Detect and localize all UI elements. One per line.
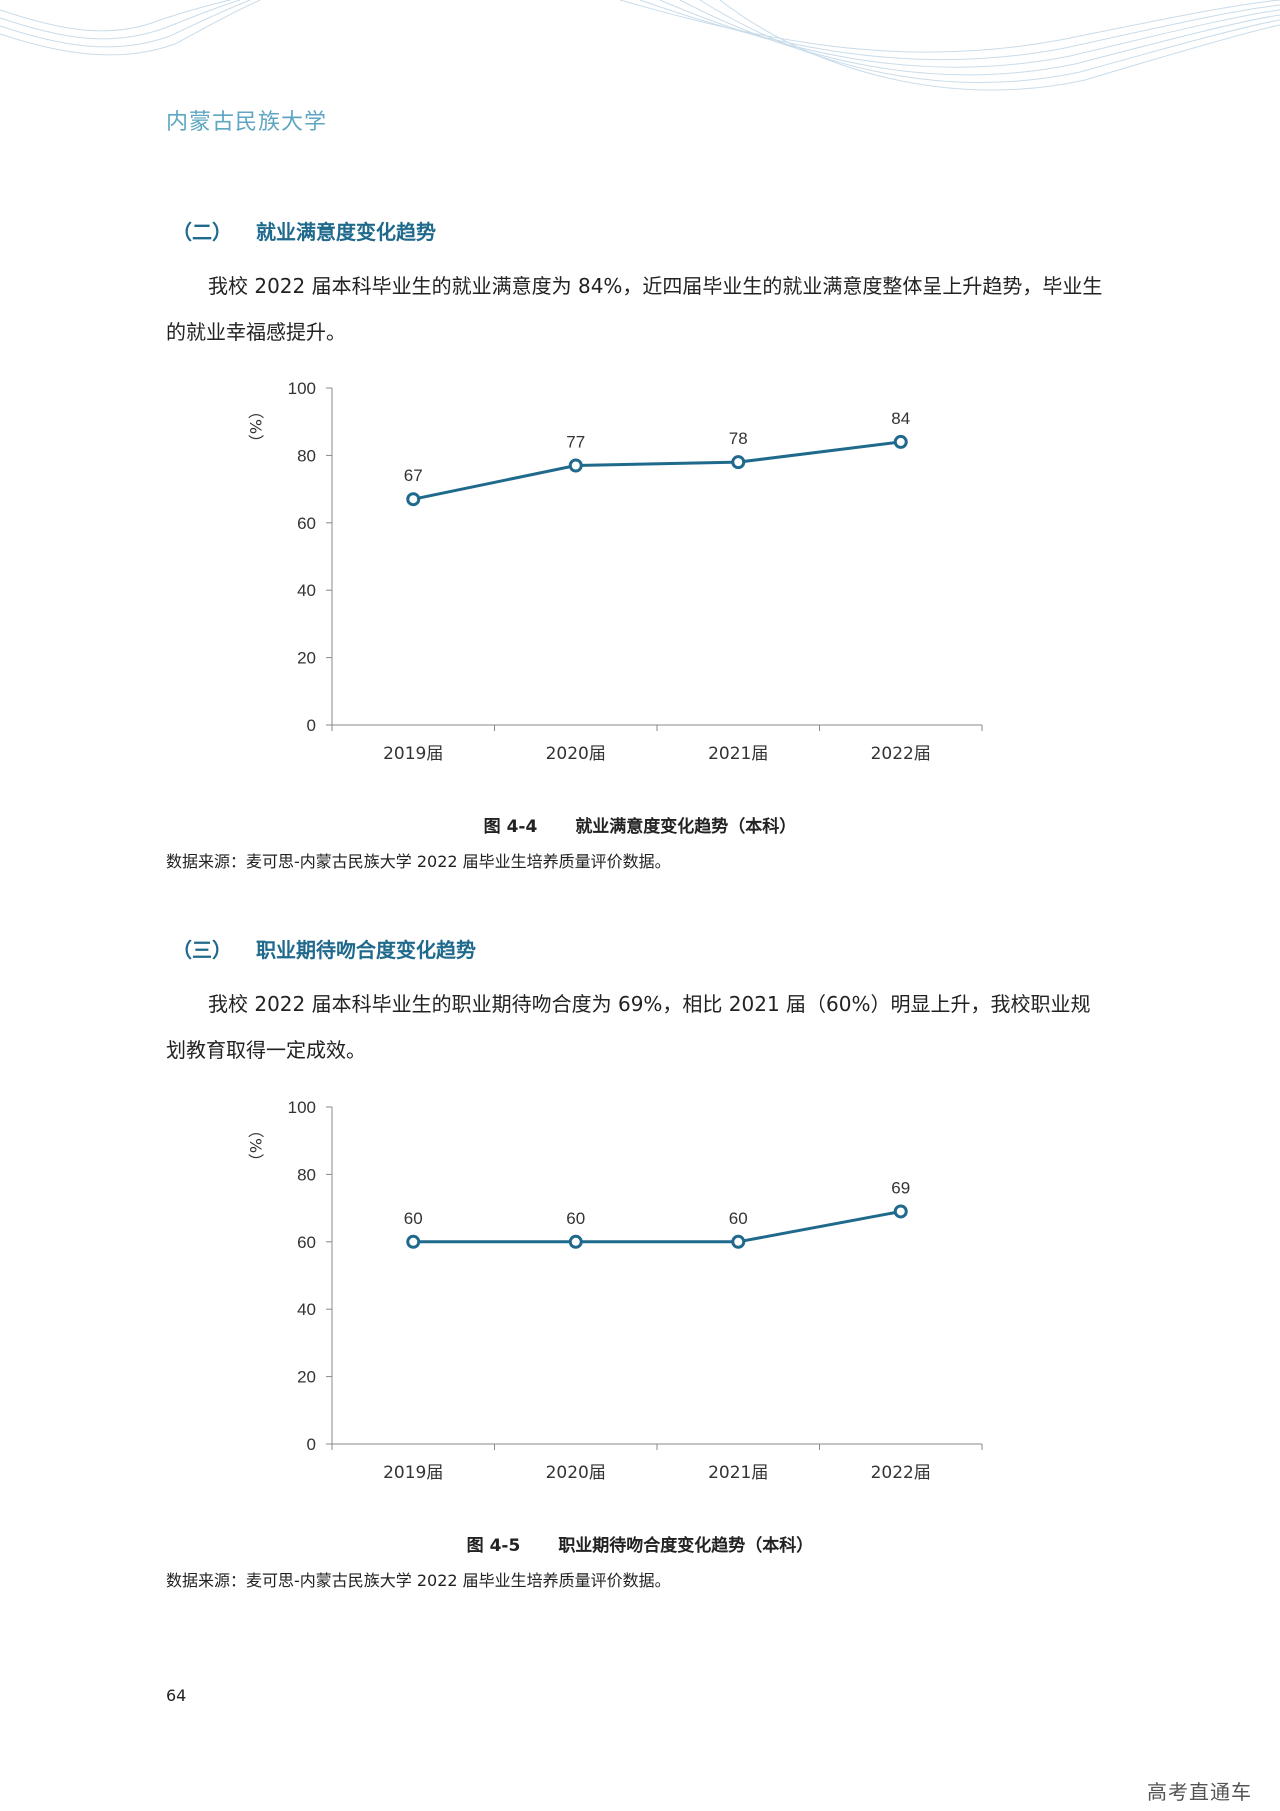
data-point <box>893 1204 908 1219</box>
data-point <box>893 434 908 449</box>
y-tick-label: 40 <box>297 1300 316 1319</box>
y-tick-label: 40 <box>297 581 316 600</box>
chart-svg: 0 20 40 60 80 100 （%） 2019届 2020届 2021届 2022届 67 77 7… <box>246 379 983 764</box>
data-point <box>406 1234 421 1249</box>
data-source-note: 数据来源：麦可思-内蒙古民族大学 2022 届毕业生培养质量评价数据。 <box>166 1571 671 1590</box>
data-point <box>568 1234 583 1249</box>
section-title: 就业满意度变化趋势 <box>256 220 436 244</box>
x-tick-label: 2019届 <box>383 744 443 764</box>
data-point <box>568 458 583 473</box>
section-number: （三） <box>172 938 232 962</box>
x-tick-label: 2021届 <box>708 1463 768 1483</box>
x-tick-label: 2022届 <box>871 1463 931 1483</box>
x-tick-label: 2021届 <box>708 744 768 764</box>
y-tick-label: 0 <box>307 716 316 735</box>
section-title: 职业期待吻合度变化趋势 <box>256 938 476 962</box>
data-label: 69 <box>891 1178 910 1197</box>
y-tick-label: 60 <box>297 1233 316 1252</box>
section-paragraph: 我校 2022 届本科毕业生的就业满意度为 84%，近四届毕业生的就业满意度整体… <box>166 274 1103 344</box>
figure-caption: 图 4-5 职业期待吻合度变化趋势（本科） <box>0 1531 1280 1556</box>
figure-number: 图 4-5 <box>466 1536 521 1556</box>
section-heading-3: （三） 职业期待吻合度变化趋势 <box>172 934 476 963</box>
figure-number: 图 4-4 <box>483 817 538 837</box>
y-tick-label: 0 <box>307 1435 316 1454</box>
x-tick-label: 2022届 <box>871 744 931 764</box>
y-tick-label: 20 <box>297 1368 316 1387</box>
line-chart-career-match: 0 20 40 60 80 100 （%） 2019届 2020届 2021届 2022届 60 60 6… <box>220 1092 1000 1492</box>
data-source-note: 数据来源：麦可思-内蒙古民族大学 2022 届毕业生培养质量评价数据。 <box>166 852 671 871</box>
y-tick-label: 60 <box>297 514 316 533</box>
y-tick-label: 80 <box>297 1165 316 1184</box>
y-tick-label: 100 <box>288 379 316 398</box>
data-point <box>731 455 746 470</box>
x-tick-label: 2020届 <box>546 1463 606 1483</box>
data-label: 77 <box>566 433 585 452</box>
header-wave-decoration <box>0 0 1280 91</box>
series-line <box>412 440 901 501</box>
figure-title: 职业期待吻合度变化趋势（本科） <box>558 1536 814 1556</box>
figure-caption: 图 4-4 就业满意度变化趋势（本科） <box>0 812 1280 837</box>
data-label: 60 <box>729 1209 748 1228</box>
figure-title: 就业满意度变化趋势（本科） <box>575 817 797 837</box>
x-tick-label: 2019届 <box>383 1463 443 1483</box>
data-label: 60 <box>566 1209 585 1228</box>
data-label: 84 <box>891 409 910 428</box>
header-organization-name: 内蒙古民族大学 <box>166 110 328 135</box>
watermark: 高考直通车 <box>1147 1780 1252 1804</box>
data-label: 78 <box>729 429 748 448</box>
y-axis-label: （%） <box>246 1122 265 1169</box>
series-line <box>413 1209 902 1244</box>
section-paragraph: 我校 2022 届本科毕业生的职业期待吻合度为 69%，相比 2021 届（60… <box>166 992 1091 1062</box>
section-heading-2: （二） 就业满意度变化趋势 <box>172 216 436 245</box>
y-tick-label: 80 <box>297 446 316 465</box>
page-number: 64 <box>166 1686 187 1705</box>
line-chart-satisfaction: 0 20 40 60 80 100 （%） 2019届 2020届 2021届 2022届 67 77 7… <box>220 373 1000 773</box>
chart-svg: 0 20 40 60 80 100 （%） 2019届 2020届 2021届 2022届 60 60 6… <box>246 1098 983 1483</box>
data-label: 67 <box>404 466 423 485</box>
y-axis-label: （%） <box>246 403 265 450</box>
x-tick-label: 2020届 <box>546 744 606 764</box>
y-tick-label: 20 <box>297 649 316 668</box>
y-tick-label: 100 <box>288 1098 316 1117</box>
data-label: 60 <box>404 1209 423 1228</box>
data-point <box>406 492 421 507</box>
data-point <box>731 1234 746 1249</box>
section-number: （二） <box>172 220 232 244</box>
